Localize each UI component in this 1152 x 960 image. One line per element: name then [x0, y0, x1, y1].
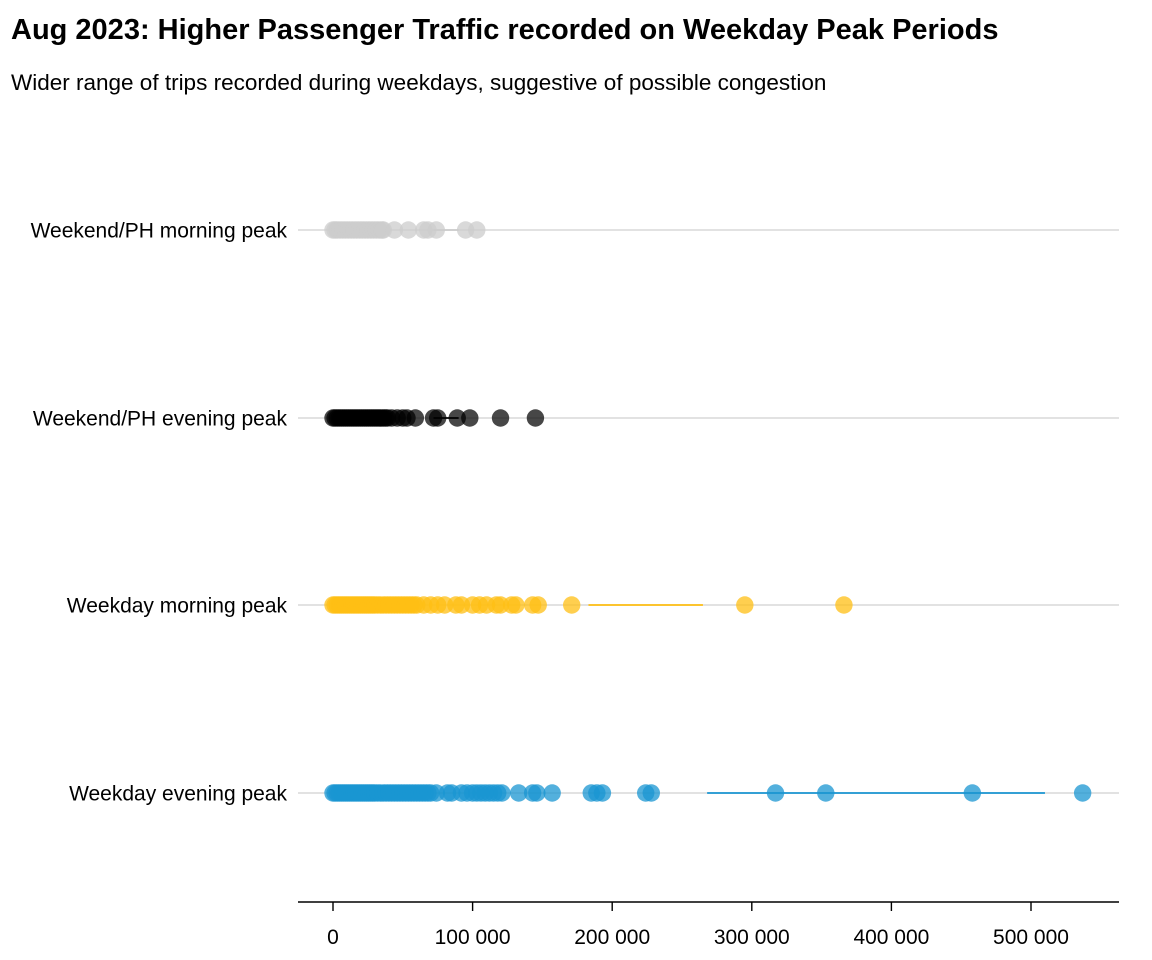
x-tick-label-4: 400 000 [853, 926, 929, 949]
chart-title: Aug 2023: Higher Passenger Traffic recor… [11, 14, 999, 46]
point-weekday-evening-peak-66 [1073, 784, 1092, 802]
point-weekday-evening-peak-62 [642, 784, 660, 802]
point-weekday-evening-peak-56 [528, 784, 546, 802]
point-weekend-ph-evening-peak-33 [429, 409, 447, 427]
point-weekday-morning-peak-52 [736, 596, 754, 614]
point-weekend-ph-evening-peak-34 [448, 409, 466, 427]
x-tick-label-0: 0 [327, 926, 339, 949]
x-tick-label-2: 200 000 [574, 926, 650, 949]
point-weekday-morning-peak-51 [563, 596, 581, 614]
data-points [324, 221, 1092, 802]
x-tick-label-1: 100 000 [435, 926, 511, 949]
point-weekday-evening-peak-53 [493, 784, 511, 802]
category-labels: Weekend/PH morning peak Weekend/PH evenin… [31, 220, 288, 806]
category-label-weekday-evening-peak: Weekday evening peak [69, 783, 287, 806]
point-weekday-evening-peak-63 [766, 784, 785, 802]
x-tick-label-3: 300 000 [714, 926, 790, 949]
category-label-weekend-ph-evening-peak: Weekend/PH evening peak [33, 408, 288, 431]
point-weekday-evening-peak-57 [543, 784, 561, 802]
point-weekday-evening-peak-60 [593, 784, 612, 802]
x-axis: 0 100 000 200 000 300 000 400 000 500 000 [298, 901, 1119, 949]
point-weekend-ph-evening-peak-37 [526, 409, 545, 427]
point-weekend-ph-morning-peak-21 [399, 221, 418, 239]
category-label-weekday-morning-peak: Weekday morning peak [67, 595, 288, 618]
chart-subtitle: Wider range of trips recorded during wee… [11, 70, 827, 95]
gridlines [298, 229, 1119, 794]
point-weekend-ph-evening-peak-35 [461, 409, 479, 427]
range-lines [433, 229, 1045, 794]
x-tick-label-5: 500 000 [993, 926, 1069, 949]
point-weekday-morning-peak-53 [835, 596, 853, 614]
point-weekday-evening-peak-54 [509, 784, 528, 802]
point-weekday-morning-peak-48 [507, 596, 525, 614]
point-weekend-ph-morning-peak-24 [427, 221, 446, 239]
point-weekday-morning-peak-50 [529, 596, 547, 614]
category-label-weekend-ph-morning-peak: Weekend/PH morning peak [31, 220, 288, 243]
point-weekend-ph-evening-peak-36 [491, 409, 510, 427]
point-weekend-ph-morning-peak-20 [385, 221, 404, 239]
point-weekend-ph-evening-peak-31 [406, 409, 425, 427]
point-weekday-evening-peak-65 [963, 784, 982, 802]
point-weekend-ph-morning-peak-26 [468, 221, 486, 239]
point-weekday-evening-peak-64 [817, 784, 835, 802]
